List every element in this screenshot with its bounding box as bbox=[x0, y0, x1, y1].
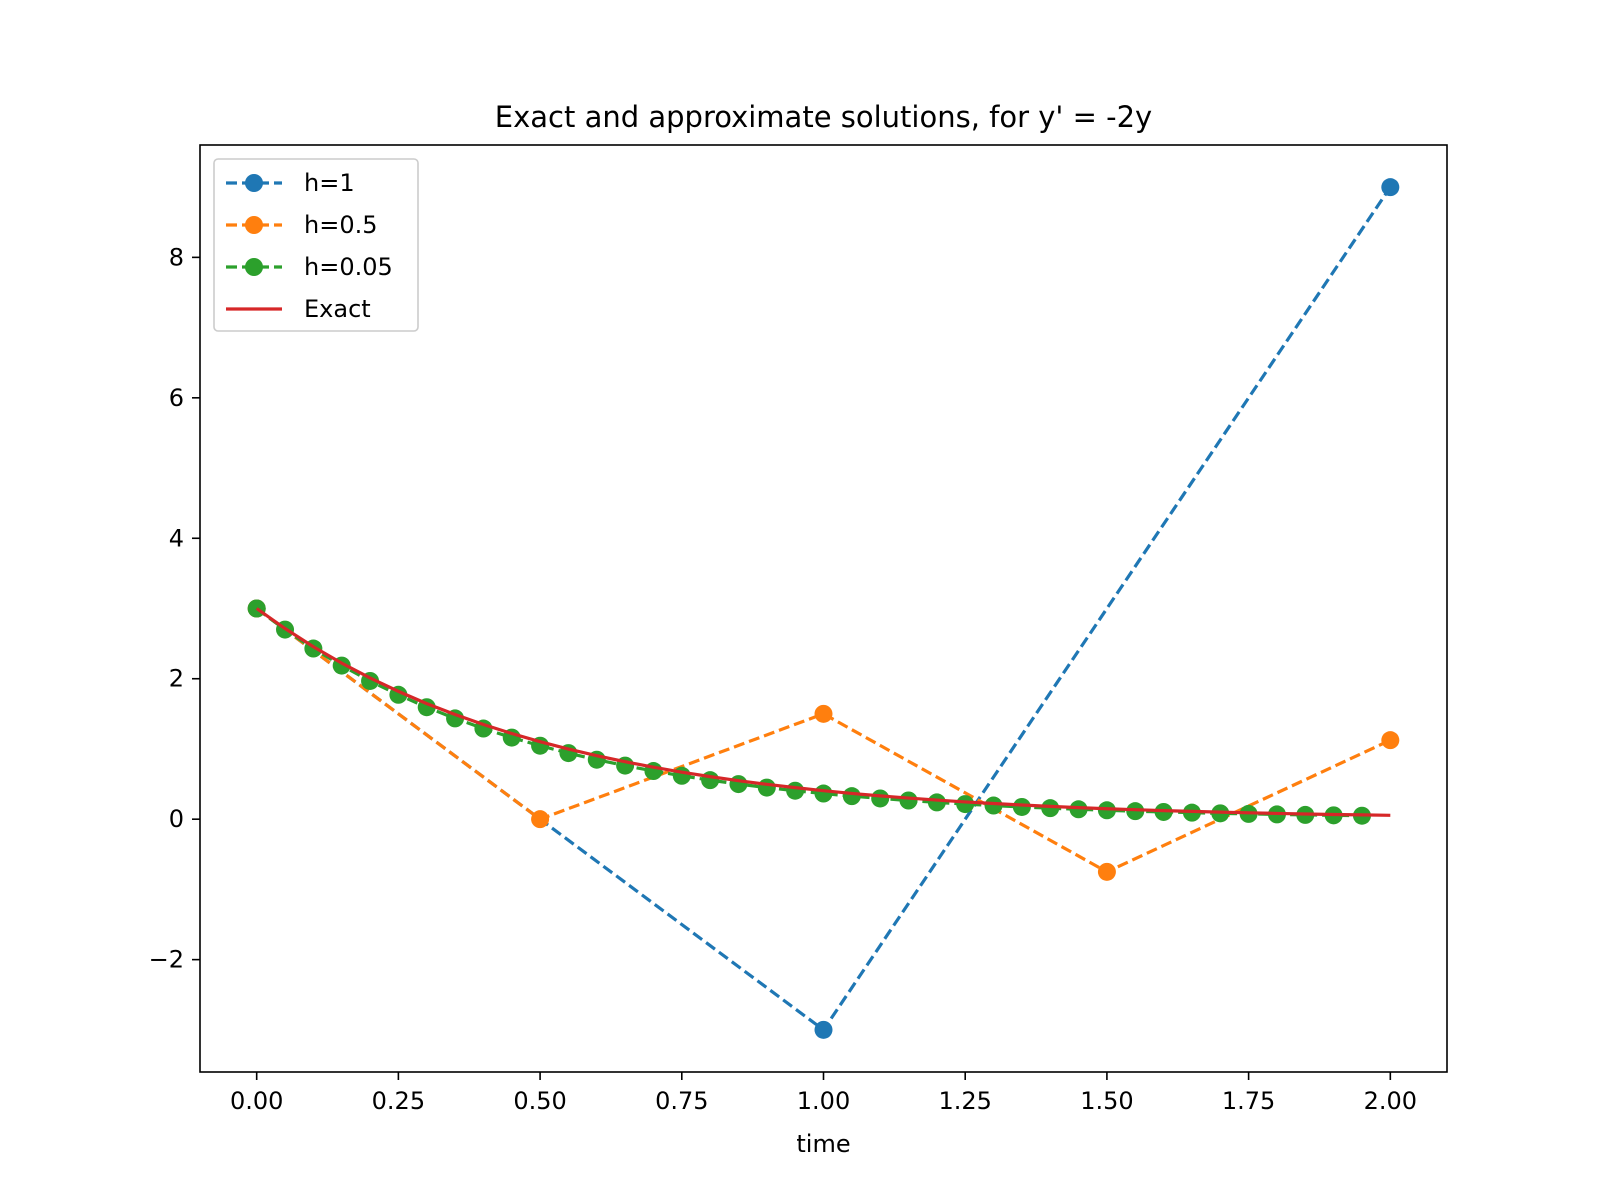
data-point-h-0-05 bbox=[1069, 800, 1088, 819]
legend-marker-h-0-5 bbox=[245, 216, 263, 234]
data-point-h-0-05 bbox=[1012, 797, 1031, 816]
legend-marker-h-0-05 bbox=[245, 258, 263, 276]
x-tick-label: 1.50 bbox=[1080, 1087, 1133, 1115]
data-point-h-0-05 bbox=[842, 787, 861, 806]
plot-series-group bbox=[247, 178, 1400, 1039]
x-tick-label: 0.50 bbox=[513, 1087, 566, 1115]
legend-marker-h-1 bbox=[245, 174, 263, 192]
legend-label-exact: Exact bbox=[304, 295, 371, 323]
data-point-h-0-5 bbox=[1381, 731, 1400, 750]
data-point-h-0-05 bbox=[956, 795, 975, 814]
y-tick-label: 6 bbox=[169, 384, 184, 412]
x-axis-title: time bbox=[796, 1130, 850, 1158]
y-tick-label: 8 bbox=[169, 243, 184, 271]
y-tick-label: 0 bbox=[169, 805, 184, 833]
legend-box bbox=[213, 158, 419, 332]
data-point-h-0-05 bbox=[899, 791, 918, 810]
series-line-h-0-05 bbox=[255, 607, 1363, 818]
x-tick-label: 0.25 bbox=[372, 1087, 425, 1115]
y-axis: −2 0 2 4 6 8 bbox=[149, 243, 200, 974]
legend-label-h-0-5: h=0.5 bbox=[304, 211, 378, 239]
data-point-h-0-05 bbox=[786, 781, 805, 800]
data-point-h-0-05 bbox=[927, 793, 946, 812]
x-tick-label: 0.00 bbox=[230, 1087, 283, 1115]
x-tick-label: 0.75 bbox=[655, 1087, 708, 1115]
x-tick-label: 1.25 bbox=[938, 1087, 991, 1115]
data-point-h-0-05 bbox=[701, 771, 720, 790]
data-point-h-1 bbox=[814, 1020, 833, 1039]
y-tick-label: 4 bbox=[169, 524, 184, 552]
series-line-exact bbox=[255, 607, 1391, 817]
data-point-h-0-5 bbox=[814, 704, 833, 723]
data-point-h-0-5 bbox=[531, 810, 550, 829]
x-axis: 0.00 0.25 0.50 0.75 1.00 1.25 1.50 1.75 2.00 bbox=[230, 1072, 1417, 1115]
legend: h=1 h=0.5 h=0.05 Exact bbox=[213, 158, 419, 332]
data-point-h-0-05 bbox=[814, 784, 833, 803]
data-point-h-1 bbox=[1381, 178, 1400, 197]
series-layer bbox=[247, 178, 1400, 1039]
data-point-h-0-05 bbox=[871, 789, 890, 808]
data-point-h-0-05 bbox=[729, 775, 748, 794]
legend-label-h-0-05: h=0.05 bbox=[304, 253, 393, 281]
y-tick-label: 2 bbox=[169, 665, 184, 693]
chart-title: Exact and approximate solutions, for y' … bbox=[495, 100, 1152, 134]
data-point-h-0-05 bbox=[984, 796, 1003, 815]
y-tick-label: −2 bbox=[149, 946, 184, 974]
x-tick-label: 1.00 bbox=[797, 1087, 850, 1115]
legend-label-h-1: h=1 bbox=[304, 169, 355, 197]
x-tick-label: 2.00 bbox=[1364, 1087, 1417, 1115]
x-tick-label: 1.75 bbox=[1222, 1087, 1275, 1115]
data-point-h-0-05 bbox=[1041, 799, 1060, 818]
data-point-h-0-05 bbox=[757, 778, 776, 797]
data-point-h-0-5 bbox=[1097, 862, 1116, 881]
